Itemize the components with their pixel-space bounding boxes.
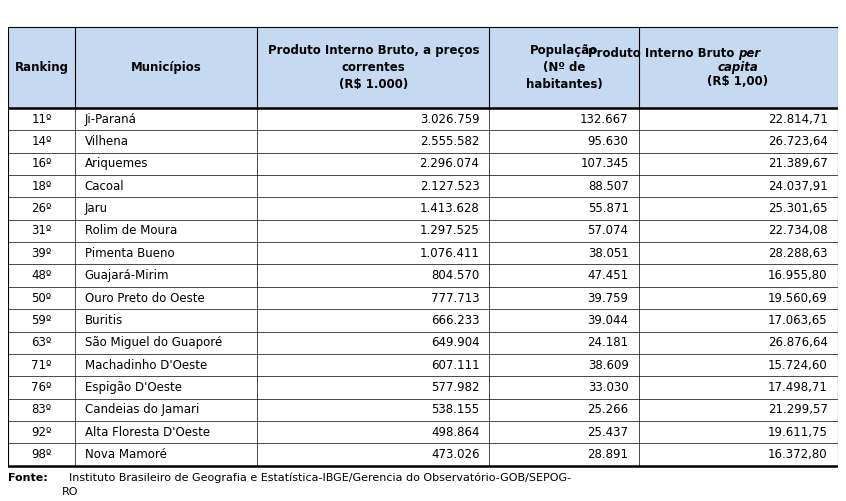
Text: 3.026.759: 3.026.759	[420, 113, 480, 126]
Text: 25.301,65: 25.301,65	[768, 202, 827, 215]
Text: Buritis: Buritis	[85, 314, 123, 327]
Text: 2.127.523: 2.127.523	[420, 180, 480, 193]
Text: 76º: 76º	[31, 381, 52, 394]
Text: Instituto Brasileiro de Geografia e Estatística-IBGE/Gerencia do Observatório-GO: Instituto Brasileiro de Geografia e Esta…	[63, 473, 572, 496]
Text: Jaru: Jaru	[85, 202, 107, 215]
Text: 1.076.411: 1.076.411	[420, 247, 480, 260]
Text: 39º: 39º	[31, 247, 52, 260]
Text: 1.413.628: 1.413.628	[420, 202, 480, 215]
Text: 107.345: 107.345	[580, 157, 629, 170]
Text: 22.734,08: 22.734,08	[768, 224, 827, 237]
Text: 473.026: 473.026	[431, 448, 480, 461]
Text: Fonte:: Fonte:	[8, 473, 48, 483]
Text: 98º: 98º	[31, 448, 52, 461]
Text: 28.288,63: 28.288,63	[768, 247, 827, 260]
Text: População
(Nº de
habitantes): População (Nº de habitantes)	[525, 44, 602, 91]
Text: (R$ 1,00): (R$ 1,00)	[707, 75, 769, 88]
Text: 19.560,69: 19.560,69	[768, 292, 827, 305]
Text: 17.063,65: 17.063,65	[768, 314, 827, 327]
Text: 607.111: 607.111	[431, 359, 480, 372]
Text: 26.723,64: 26.723,64	[767, 135, 827, 148]
Text: Ranking: Ranking	[14, 61, 69, 74]
Text: 132.667: 132.667	[580, 113, 629, 126]
Text: 2.555.582: 2.555.582	[420, 135, 480, 148]
Text: 777.713: 777.713	[431, 292, 480, 305]
Text: Vilhena: Vilhena	[85, 135, 129, 148]
Text: 1.297.525: 1.297.525	[420, 224, 480, 237]
Text: 83º: 83º	[31, 403, 52, 416]
Text: 22.814,71: 22.814,71	[767, 113, 827, 126]
Text: Guajará-Mirim: Guajará-Mirim	[85, 269, 169, 282]
Text: 57.074: 57.074	[588, 224, 629, 237]
Text: 59º: 59º	[31, 314, 52, 327]
Text: Produto Interno Bruto, a preços
correntes
(R$ 1.000): Produto Interno Bruto, a preços corrente…	[267, 44, 479, 91]
Text: 804.570: 804.570	[431, 269, 480, 282]
Text: 19.611,75: 19.611,75	[767, 425, 827, 438]
Text: Ouro Preto do Oeste: Ouro Preto do Oeste	[85, 292, 205, 305]
Text: 14º: 14º	[31, 135, 52, 148]
Text: Alta Floresta D'Oeste: Alta Floresta D'Oeste	[85, 425, 210, 438]
Text: 26.876,64: 26.876,64	[767, 336, 827, 349]
Text: Candeias do Jamari: Candeias do Jamari	[85, 403, 199, 416]
Text: per: per	[738, 48, 761, 60]
Text: Rolim de Moura: Rolim de Moura	[85, 224, 177, 237]
Text: 15.724,60: 15.724,60	[768, 359, 827, 372]
Text: 92º: 92º	[31, 425, 52, 438]
Text: 577.982: 577.982	[431, 381, 480, 394]
Text: Nova Mamoré: Nova Mamoré	[85, 448, 167, 461]
Text: 24.181: 24.181	[587, 336, 629, 349]
Text: capita: capita	[717, 61, 758, 74]
Text: Espigão D'Oeste: Espigão D'Oeste	[85, 381, 182, 394]
Text: 50º: 50º	[31, 292, 52, 305]
Text: 11º: 11º	[31, 113, 52, 126]
Text: 63º: 63º	[31, 336, 52, 349]
Text: Machadinho D'Oeste: Machadinho D'Oeste	[85, 359, 207, 372]
Text: Ariquemes: Ariquemes	[85, 157, 148, 170]
Text: 498.864: 498.864	[431, 425, 480, 438]
Text: 21.299,57: 21.299,57	[767, 403, 827, 416]
Text: 666.233: 666.233	[431, 314, 480, 327]
Text: 88.507: 88.507	[588, 180, 629, 193]
Text: 18º: 18º	[31, 180, 52, 193]
Text: Cacoal: Cacoal	[85, 180, 124, 193]
Text: Produto Interno Bruto: Produto Interno Bruto	[588, 48, 738, 60]
Text: 71º: 71º	[31, 359, 52, 372]
Text: 21.389,67: 21.389,67	[768, 157, 827, 170]
Text: 48º: 48º	[31, 269, 52, 282]
Text: 24.037,91: 24.037,91	[768, 180, 827, 193]
Text: 2.296.074: 2.296.074	[420, 157, 480, 170]
Text: 649.904: 649.904	[431, 336, 480, 349]
Text: 25.266: 25.266	[587, 403, 629, 416]
Text: 95.630: 95.630	[588, 135, 629, 148]
Text: Ji-Paraná: Ji-Paraná	[85, 113, 136, 126]
Text: Municípios: Municípios	[130, 61, 201, 74]
Text: 39.044: 39.044	[588, 314, 629, 327]
Bar	[8, 27, 838, 108]
Text: 16.955,80: 16.955,80	[768, 269, 827, 282]
Text: 17.498,71: 17.498,71	[767, 381, 827, 394]
Text: 55.871: 55.871	[588, 202, 629, 215]
Text: 25.437: 25.437	[588, 425, 629, 438]
Text: 26º: 26º	[31, 202, 52, 215]
Text: 31º: 31º	[31, 224, 52, 237]
Text: 39.759: 39.759	[588, 292, 629, 305]
Text: 16º: 16º	[31, 157, 52, 170]
Text: São Miguel do Guaporé: São Miguel do Guaporé	[85, 336, 222, 349]
Text: Pimenta Bueno: Pimenta Bueno	[85, 247, 174, 260]
Text: 28.891: 28.891	[588, 448, 629, 461]
Text: 38.609: 38.609	[588, 359, 629, 372]
Text: 538.155: 538.155	[431, 403, 480, 416]
Text: 33.030: 33.030	[588, 381, 629, 394]
Text: 38.051: 38.051	[588, 247, 629, 260]
Text: 47.451: 47.451	[587, 269, 629, 282]
Text: 16.372,80: 16.372,80	[768, 448, 827, 461]
